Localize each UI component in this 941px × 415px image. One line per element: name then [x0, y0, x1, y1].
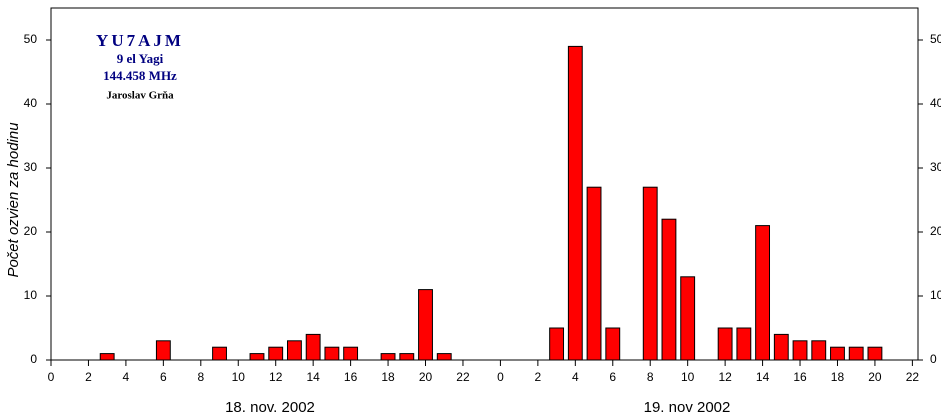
y2-tick-label: 40	[930, 96, 941, 110]
bar	[586, 186, 602, 361]
bar	[830, 346, 845, 361]
bar	[549, 327, 565, 361]
annotation: Jaroslav Grňa	[106, 90, 174, 102]
x-tick-label: 0	[48, 370, 55, 384]
x-tick-label: 12	[269, 370, 283, 384]
bar	[605, 327, 621, 361]
x-tick-label: 10	[681, 370, 695, 384]
bar	[642, 186, 658, 361]
bar	[343, 346, 359, 361]
bar	[268, 346, 284, 361]
bar	[155, 340, 171, 361]
y2-tick-label: 50	[930, 32, 941, 46]
y-tick-label: 40	[24, 96, 38, 110]
bar	[399, 353, 415, 361]
x-tick-label: 22	[906, 370, 920, 384]
bar	[755, 225, 771, 361]
x-tick-label: 10	[232, 370, 246, 384]
bar	[661, 218, 677, 361]
x-tick-label: 4	[572, 370, 579, 384]
x-tick-label: 2	[535, 370, 542, 384]
x-tick-label: 8	[197, 370, 204, 384]
bar	[736, 327, 752, 361]
day-label: 19. nov 2002	[644, 399, 731, 415]
x-tick-label: 8	[647, 370, 654, 384]
y-tick-label: 0	[30, 352, 37, 366]
x-tick-label: 14	[306, 370, 320, 384]
x-tick-label: 22	[456, 370, 470, 384]
annotation: YU7AJM	[96, 31, 184, 50]
plot-frame	[50, 7, 919, 361]
x-tick-label: 16	[793, 370, 807, 384]
y-tick-label: 30	[24, 160, 38, 174]
bar	[418, 289, 433, 361]
x-tick-label: 14	[756, 370, 770, 384]
bar	[717, 327, 733, 361]
annotation: 9 el Yagi	[117, 51, 164, 66]
y-tick-label: 10	[24, 288, 38, 302]
annotation: 144.458 MHz	[103, 68, 177, 83]
x-tick-label: 12	[718, 370, 732, 384]
x-tick-label: 20	[868, 370, 882, 384]
y2-tick-label: 20	[930, 224, 941, 238]
bar	[287, 340, 302, 361]
bar	[867, 346, 883, 361]
x-tick-label: 4	[123, 370, 130, 384]
x-tick-label: 18	[381, 370, 395, 384]
x-tick-label: 2	[85, 370, 92, 384]
x-tick-label: 6	[609, 370, 616, 384]
bar	[811, 340, 827, 361]
bar	[792, 340, 808, 361]
x-tick-label: 20	[419, 370, 433, 384]
bar	[380, 353, 396, 361]
bar	[773, 333, 789, 361]
bar	[249, 353, 265, 361]
x-tick-label: 16	[344, 370, 358, 384]
bar	[848, 346, 864, 361]
y-axis-label: Počet ozvien za hodinu	[5, 122, 22, 278]
bar	[305, 333, 321, 361]
bar	[324, 346, 340, 361]
bar	[680, 276, 696, 361]
bar	[212, 346, 227, 361]
y2-tick-label: 0	[930, 352, 937, 366]
x-tick-label: 18	[831, 370, 845, 384]
y-tick-label: 20	[24, 224, 38, 238]
y2-tick-label: 10	[930, 288, 941, 302]
x-tick-label: 0	[497, 370, 504, 384]
x-tick-label: 6	[160, 370, 167, 384]
y-tick-label: 50	[24, 32, 38, 46]
y2-tick-label: 30	[930, 160, 941, 174]
bar	[436, 353, 452, 361]
bar	[567, 45, 583, 361]
bar	[99, 353, 115, 361]
day-label: 18. nov. 2002	[225, 399, 315, 415]
